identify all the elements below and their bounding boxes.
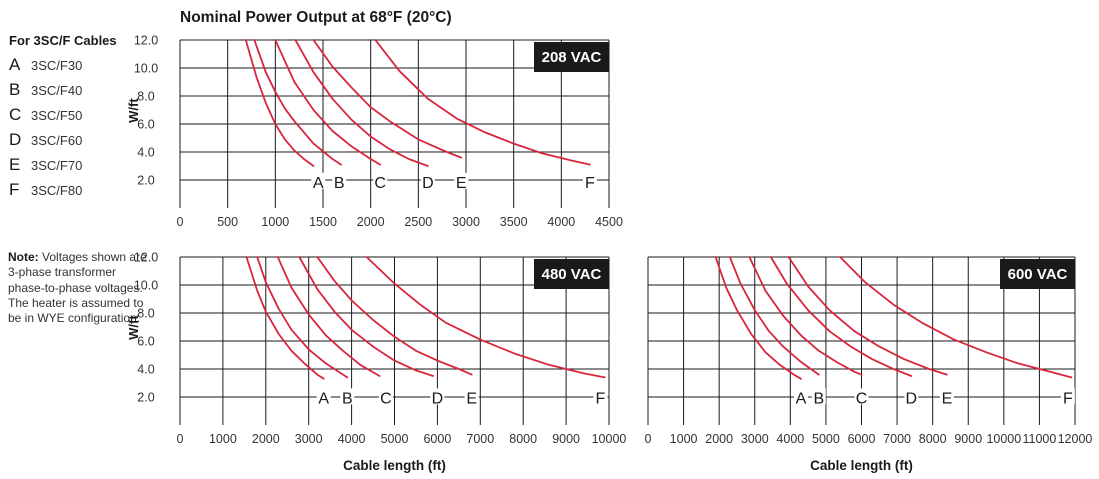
- x-tick-label: 3000: [295, 432, 323, 446]
- curve-label: F: [585, 175, 595, 192]
- series-line-e: [314, 40, 462, 158]
- curve-label: C: [856, 390, 868, 407]
- y-tick-label: 10.0: [134, 62, 158, 76]
- x-tick-label: 3000: [741, 432, 769, 446]
- x-tick-label: 9000: [552, 432, 580, 446]
- curve-label: B: [813, 390, 824, 407]
- x-tick-label: 10000: [986, 432, 1021, 446]
- x-tick-label: 11000: [1022, 432, 1056, 446]
- x-tick-label: 4000: [547, 215, 575, 229]
- x-tick-label: 1000: [670, 432, 698, 446]
- curve-label: D: [432, 390, 444, 407]
- x-tick-label: 1500: [309, 215, 337, 229]
- curve-label: E: [942, 390, 953, 407]
- curve-label: C: [380, 390, 392, 407]
- x-tick-label: 7000: [466, 432, 494, 446]
- series-line-c: [278, 257, 380, 376]
- series-line-a: [246, 40, 314, 166]
- x-tick-label: 12000: [1058, 432, 1093, 446]
- x-tick-label: 1000: [261, 215, 289, 229]
- curve-label: F: [1063, 390, 1073, 407]
- x-tick-label: 5000: [381, 432, 409, 446]
- series-line-d: [771, 257, 912, 376]
- curve-label: A: [313, 175, 324, 192]
- x-tick-label: 6000: [848, 432, 876, 446]
- curve-label: B: [342, 390, 353, 407]
- x-tick-label: 6000: [423, 432, 451, 446]
- x-tick-label: 2000: [252, 432, 280, 446]
- voltage-badge-label: 208 VAC: [542, 49, 602, 66]
- x-tick-label: 7000: [883, 432, 911, 446]
- y-tick-label: 4.0: [137, 363, 154, 377]
- curve-label: D: [906, 390, 918, 407]
- x-tick-label: 8000: [509, 432, 537, 446]
- y-tick-label: 12.0: [134, 34, 158, 48]
- x-tick-label: 2000: [357, 215, 385, 229]
- curve-label: C: [374, 175, 386, 192]
- x-tick-label: 0: [177, 215, 184, 229]
- x-axis-title: Cable length (ft): [343, 458, 446, 473]
- x-tick-label: 4000: [338, 432, 366, 446]
- x-tick-label: 3000: [452, 215, 480, 229]
- x-tick-label: 2500: [404, 215, 432, 229]
- y-tick-label: 2.0: [137, 391, 154, 405]
- x-tick-label: 0: [645, 432, 652, 446]
- series-line-b: [257, 257, 347, 377]
- x-tick-label: 500: [217, 215, 238, 229]
- curve-label: B: [334, 175, 345, 192]
- y-tick-label: 4.0: [137, 146, 154, 160]
- y-axis-title: W/ft: [126, 315, 141, 340]
- series-line-d: [295, 40, 428, 166]
- x-tick-label: 5000: [812, 432, 840, 446]
- curve-label: A: [318, 390, 329, 407]
- series-line-b: [254, 40, 341, 165]
- voltage-badge-label: 600 VAC: [1008, 266, 1068, 283]
- x-tick-label: 10000: [592, 432, 627, 446]
- y-tick-label: 12.0: [134, 251, 158, 265]
- x-axis-title: Cable length (ft): [810, 458, 913, 473]
- curve-label: E: [456, 175, 467, 192]
- curve-label: E: [466, 390, 477, 407]
- x-tick-label: 3500: [500, 215, 528, 229]
- x-tick-label: 1000: [209, 432, 237, 446]
- curve-label: A: [796, 390, 807, 407]
- y-tick-label: 2.0: [137, 174, 154, 188]
- curve-label: F: [596, 390, 606, 407]
- y-tick-label: 10.0: [134, 279, 158, 293]
- voltage-badge-label: 480 VAC: [542, 266, 602, 283]
- x-tick-label: 9000: [954, 432, 982, 446]
- series-line-b: [730, 257, 819, 375]
- y-axis-title: W/ft: [126, 98, 141, 123]
- curve-label: D: [422, 175, 434, 192]
- series-line-c: [749, 257, 861, 375]
- x-tick-label: 4000: [776, 432, 804, 446]
- x-tick-label: 0: [177, 432, 184, 446]
- x-tick-label: 2000: [705, 432, 733, 446]
- x-tick-label: 4500: [595, 215, 623, 229]
- x-tick-label: 8000: [919, 432, 947, 446]
